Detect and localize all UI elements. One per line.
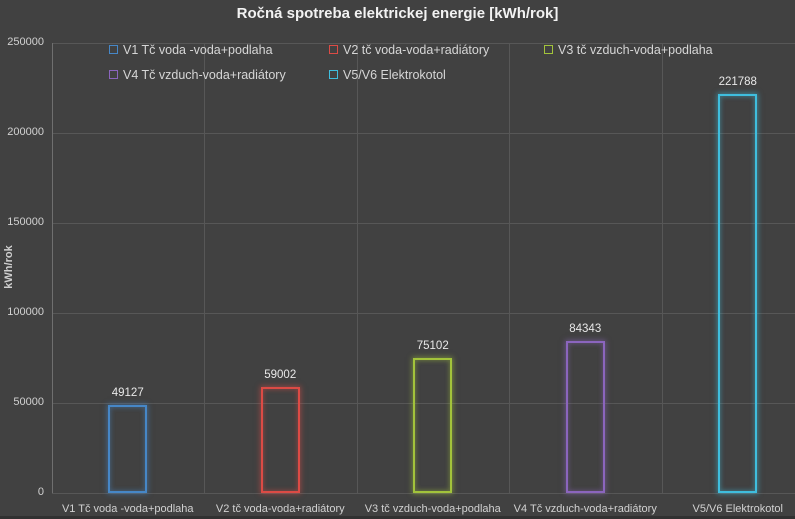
legend-item-5[interactable]: V5/V6 Elektrokotol — [329, 67, 446, 82]
legend-marker-icon — [544, 45, 553, 54]
bottom-edge — [0, 516, 795, 519]
x-axis-label-1: V1 Tč voda -voda+podlaha — [61, 503, 194, 515]
bar-2[interactable] — [260, 386, 300, 493]
gridline-horizontal — [51, 43, 795, 44]
y-axis-line — [51, 43, 53, 493]
bar-5[interactable] — [718, 93, 758, 493]
chart-title: Ročná spotreba elektrickej energie [kWh/… — [236, 5, 559, 22]
legend-marker-icon — [329, 70, 338, 79]
gridline-vertical — [204, 43, 205, 493]
legend-item-1[interactable]: V1 Tč voda -voda+podlaha — [109, 42, 273, 57]
bar-4[interactable] — [565, 341, 605, 493]
legend-label: V2 tč voda-voda+radiátory — [343, 42, 490, 57]
y-axis-tick-label: 150000 — [7, 216, 44, 228]
gridline-horizontal — [51, 313, 795, 314]
legend-marker-icon — [329, 45, 338, 54]
x-axis-label-5: V5/V6 Elektrokotol — [692, 503, 784, 515]
legend-marker-icon — [109, 45, 118, 54]
gridline-horizontal — [51, 403, 795, 404]
y-axis-tick-label: 250000 — [7, 36, 44, 48]
legend-item-3[interactable]: V3 tč vzduch-voda+podlaha — [544, 42, 713, 57]
legend-label: V5/V6 Elektrokotol — [343, 67, 446, 82]
y-axis-tick-label: 100000 — [7, 306, 44, 318]
legend-item-4[interactable]: V4 Tč vzduch-voda+radiátory — [109, 67, 286, 82]
y-axis-tick-label: 200000 — [7, 126, 44, 138]
gridline-vertical — [509, 43, 510, 493]
y-axis-tick-label: 0 — [37, 486, 44, 498]
legend-label: V1 Tč voda -voda+podlaha — [123, 42, 273, 57]
x-axis-label-3: V3 tč vzduch-voda+podlaha — [364, 503, 501, 515]
value-label-4: 84343 — [569, 323, 602, 336]
legend-marker-icon — [109, 70, 118, 79]
gridline-vertical — [356, 43, 358, 493]
x-axis-label-2: V2 tč voda-voda+radiátory — [215, 503, 345, 515]
value-label-3: 75102 — [416, 339, 449, 352]
value-label-2: 59002 — [264, 368, 297, 381]
gridline-horizontal — [51, 493, 795, 494]
value-label-1: 49127 — [111, 386, 144, 399]
x-axis-label-4: V4 Tč vzduch-voda+radiátory — [513, 503, 657, 515]
bar-1[interactable] — [108, 404, 148, 493]
legend-label: V3 tč vzduch-voda+podlaha — [558, 42, 713, 57]
bar-3[interactable] — [413, 357, 453, 493]
gridline-vertical — [661, 43, 663, 493]
legend-item-2[interactable]: V2 tč voda-voda+radiátory — [329, 42, 489, 57]
y-axis-tick-label: 50000 — [13, 396, 44, 408]
gridline-horizontal — [51, 223, 795, 224]
gridline-horizontal — [51, 133, 795, 134]
value-label-5: 221788 — [718, 75, 757, 88]
legend-label: V4 Tč vzduch-voda+radiátory — [123, 67, 286, 82]
